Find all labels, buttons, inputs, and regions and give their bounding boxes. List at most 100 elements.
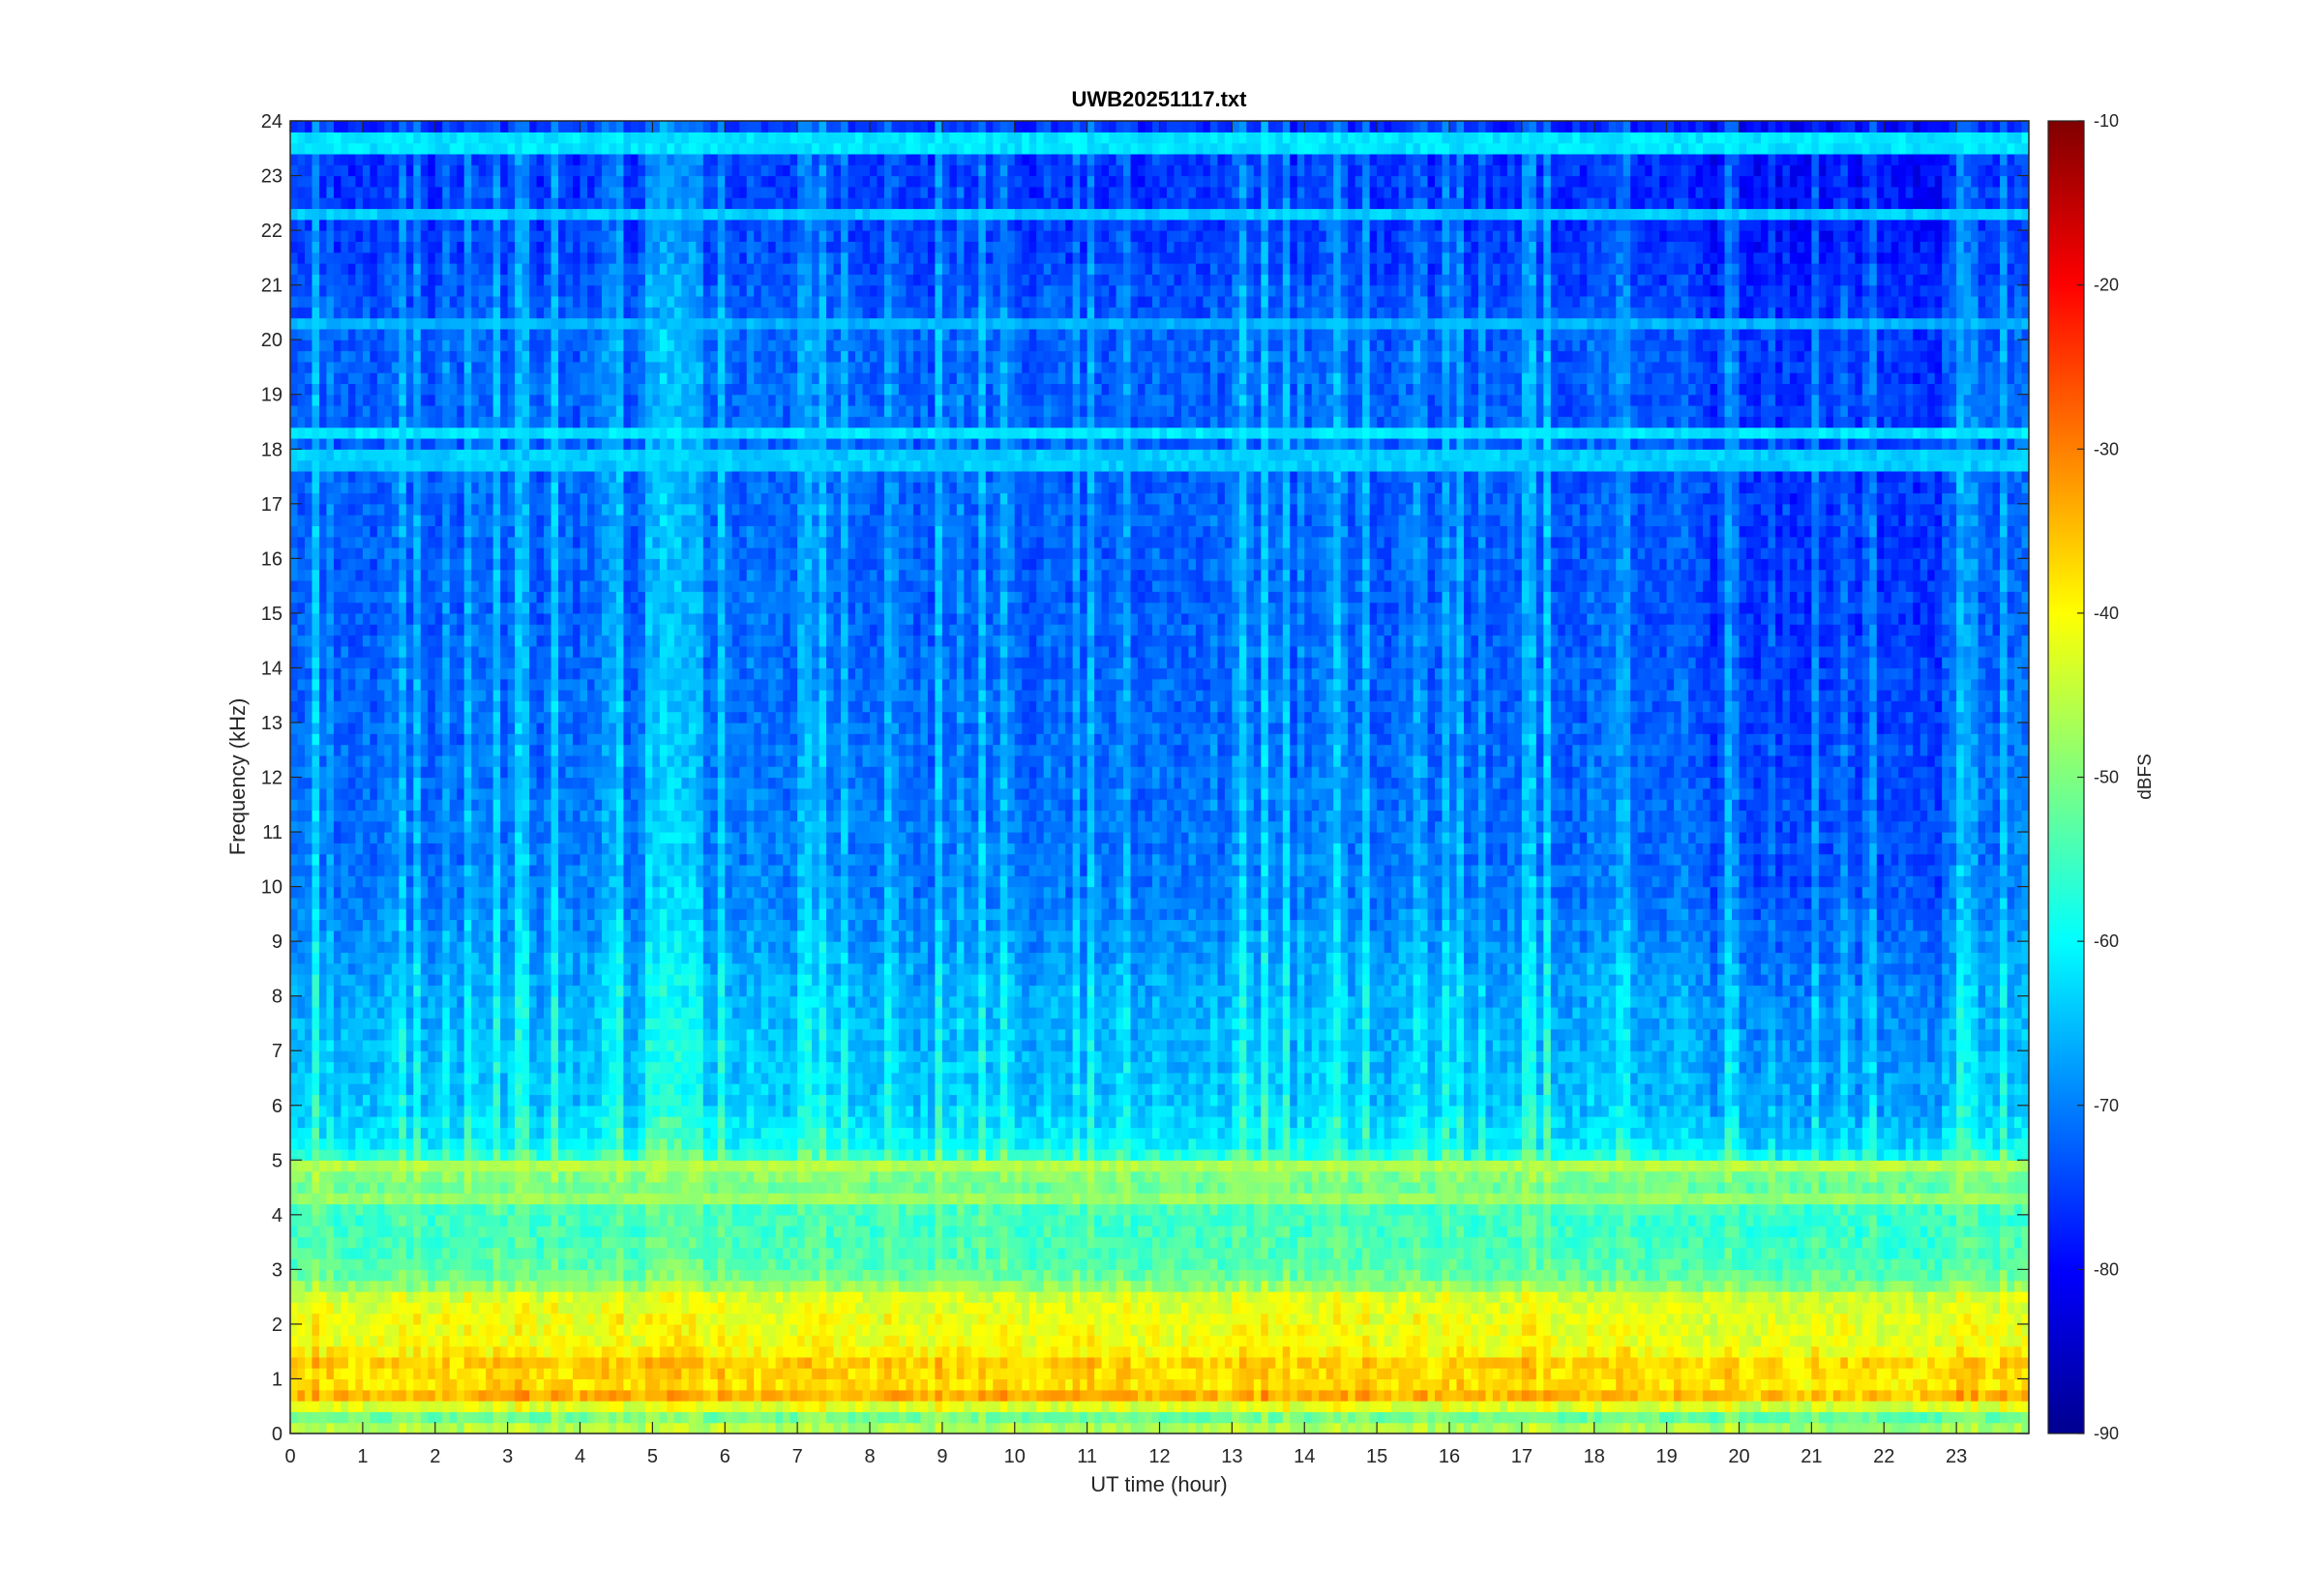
heatmap-cell xyxy=(318,1368,328,1380)
heatmap-cell xyxy=(370,995,378,1008)
heatmap-cell xyxy=(428,952,436,964)
heatmap-cell xyxy=(333,219,342,231)
heatmap-cell xyxy=(492,503,501,516)
heatmap-cell xyxy=(500,886,509,899)
heatmap-cell xyxy=(333,153,342,165)
heatmap-cell xyxy=(565,930,574,942)
heatmap-cell xyxy=(399,241,407,253)
heatmap-cell xyxy=(413,186,422,198)
heatmap-cell xyxy=(420,864,429,876)
heatmap-cell xyxy=(413,941,422,954)
heatmap-cell xyxy=(347,1006,356,1019)
heatmap-cell xyxy=(318,754,328,767)
heatmap-cell xyxy=(544,1138,552,1150)
heatmap-cell xyxy=(362,340,371,352)
heatmap-cell xyxy=(405,1302,414,1315)
heatmap-cell xyxy=(405,492,414,505)
heatmap-cell xyxy=(347,766,356,779)
heatmap-cell xyxy=(405,612,414,625)
heatmap-cell xyxy=(471,766,480,779)
heatmap-cell xyxy=(449,121,458,133)
heatmap-cell xyxy=(326,241,335,253)
heatmap-cell xyxy=(428,1411,436,1424)
heatmap-cell xyxy=(529,492,538,505)
heatmap-cell xyxy=(318,678,328,691)
heatmap-cell xyxy=(434,1269,443,1282)
heatmap-cell xyxy=(355,1170,364,1183)
heatmap-cell xyxy=(399,186,407,198)
heatmap-cell xyxy=(428,307,436,319)
heatmap-cell xyxy=(376,427,385,439)
heatmap-cell xyxy=(492,1193,501,1205)
heatmap-cell xyxy=(457,405,465,417)
heatmap-cell xyxy=(355,1039,364,1051)
heatmap-cell xyxy=(478,1160,487,1172)
heatmap-cell xyxy=(405,952,414,964)
heatmap-cell xyxy=(428,503,436,516)
heatmap-cell xyxy=(413,515,422,527)
heatmap-cell xyxy=(565,263,574,275)
heatmap-cell xyxy=(507,645,516,658)
heatmap-cell xyxy=(290,744,299,756)
heatmap-cell xyxy=(500,197,509,210)
heatmap-cell xyxy=(573,1378,581,1391)
heatmap-cell xyxy=(536,449,545,461)
heatmap-cell xyxy=(297,1050,306,1063)
heatmap-cell xyxy=(463,340,472,352)
heatmap-cell xyxy=(500,1345,509,1358)
heatmap-cell xyxy=(318,1269,328,1282)
heatmap-cell xyxy=(457,515,465,527)
heatmap-cell xyxy=(384,219,393,231)
heatmap-cell xyxy=(405,1006,414,1019)
heatmap-cell xyxy=(551,624,559,636)
heatmap-cell xyxy=(428,853,436,866)
heatmap-cell xyxy=(341,470,349,483)
heatmap-cell xyxy=(492,864,501,876)
heatmap-cell xyxy=(463,1170,472,1183)
heatmap-cell xyxy=(362,1401,371,1412)
heatmap-cell xyxy=(420,1094,429,1107)
heatmap-cell xyxy=(551,657,559,669)
heatmap-cell xyxy=(355,962,364,975)
heatmap-cell xyxy=(457,995,465,1008)
heatmap-cell xyxy=(326,995,335,1008)
heatmap-cell xyxy=(507,263,516,275)
heatmap-cell xyxy=(471,832,480,843)
heatmap-cell xyxy=(341,744,349,756)
heatmap-cell xyxy=(362,810,371,822)
heatmap-cell xyxy=(318,1313,328,1325)
heatmap-cell xyxy=(405,1083,414,1096)
heatmap-cell xyxy=(341,657,349,669)
heatmap-cell xyxy=(304,645,313,658)
heatmap-cell xyxy=(297,941,306,954)
heatmap-cell xyxy=(507,820,516,833)
heatmap-cell xyxy=(507,1269,516,1282)
heatmap-cell xyxy=(521,864,530,876)
heatmap-cell xyxy=(326,1061,335,1074)
heatmap-cell xyxy=(544,164,552,177)
heatmap-cell xyxy=(500,1378,509,1391)
heatmap-cell xyxy=(573,1127,581,1139)
heatmap-cell xyxy=(551,1323,559,1336)
heatmap-cell xyxy=(297,787,306,800)
heatmap-cell xyxy=(297,132,306,144)
heatmap-cell xyxy=(457,558,465,571)
heatmap-cell xyxy=(442,1061,451,1074)
heatmap-cell xyxy=(478,722,487,734)
heatmap-cell xyxy=(449,383,458,396)
heatmap-cell xyxy=(413,612,422,625)
heatmap-cell xyxy=(413,853,422,866)
heatmap-cell xyxy=(399,569,407,581)
heatmap-cell xyxy=(318,1039,328,1051)
heatmap-cell xyxy=(290,875,299,888)
heatmap-cell xyxy=(312,1181,320,1194)
heatmap-cell xyxy=(420,459,429,472)
heatmap-cell xyxy=(471,219,480,231)
heatmap-cell xyxy=(420,919,429,931)
heatmap-cell xyxy=(471,1389,480,1402)
heatmap-cell xyxy=(290,777,299,789)
heatmap-cell xyxy=(573,132,581,144)
heatmap-cell xyxy=(529,985,538,997)
heatmap-cell xyxy=(370,908,378,921)
heatmap-cell xyxy=(384,416,393,429)
